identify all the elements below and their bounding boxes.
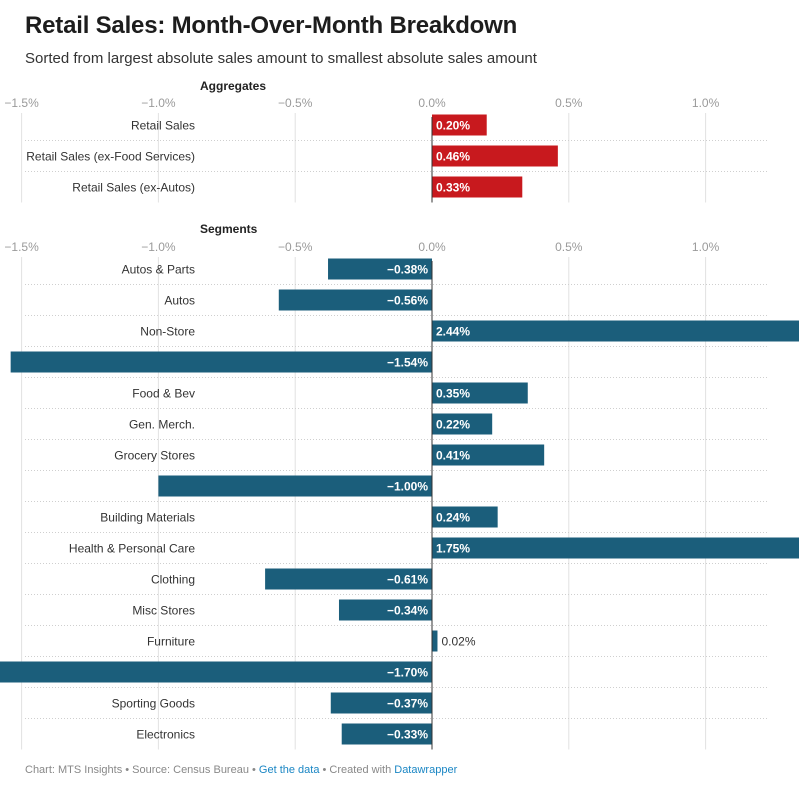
segment-bar [432, 444, 545, 466]
segment-value-label: 0.41% [436, 449, 470, 463]
segment-value-label: −0.33% [387, 728, 428, 742]
segment-value-label: −0.56% [387, 294, 428, 308]
aggregate-category-label: Retail Sales (ex-Autos) [72, 181, 195, 195]
segment-bar [338, 599, 432, 621]
segment-category-label: Grocery Stores [114, 449, 195, 463]
segment-value-label: −1.00% [387, 480, 428, 494]
aggregate-tick-label: 0.5% [555, 96, 583, 110]
aggregate-panel-title: Aggregates [200, 79, 266, 93]
segment-category-label: Sporting Goods [112, 697, 195, 711]
chart-footer: Chart: MTS Insights • Source: Census Bur… [25, 764, 457, 776]
segment-bar [341, 723, 432, 745]
segment-tick-label: −1.5% [4, 240, 39, 254]
segment-category-label: Furniture [147, 635, 195, 649]
aggregate-bar [432, 176, 523, 198]
segment-bar [330, 692, 432, 714]
aggregate-tick-label: 1.0% [692, 96, 720, 110]
segment-category-label: Non-Store [140, 325, 195, 339]
aggregate-tick-label: −1.0% [141, 96, 176, 110]
segment-bar [432, 506, 498, 528]
segment-bar [432, 320, 799, 342]
segment-category-label: Misc Stores [132, 604, 195, 618]
segment-bar [0, 661, 432, 683]
segment-tick-label: 1.0% [692, 240, 720, 254]
footer-separator: • Created with [319, 764, 395, 776]
segment-tick-label: −0.5% [278, 240, 313, 254]
segment-value-label: −0.37% [387, 697, 428, 711]
segment-value-label: 0.02% [441, 635, 475, 649]
segment-bar [328, 258, 432, 280]
segment-value-label: 0.24% [436, 511, 470, 525]
segment-bar [432, 630, 438, 652]
bar-chart: Aggregates−1.5%−1.0%−0.5%0.0%0.5%1.0%1.5… [0, 79, 799, 750]
segment-value-label: 2.44% [436, 325, 470, 339]
segment-category-label: Building Materials [100, 511, 195, 525]
segment-value-label: −0.38% [387, 263, 428, 277]
aggregate-value-label: 0.33% [436, 181, 470, 195]
aggregate-category-label: Retail Sales [131, 119, 195, 133]
segment-tick-label: −1.0% [141, 240, 176, 254]
segment-bar [432, 382, 528, 404]
segment-category-label: Autos & Parts [122, 263, 195, 277]
segment-bar [10, 351, 432, 373]
segment-tick-label: 0.5% [555, 240, 583, 254]
segment-value-label: −0.34% [387, 604, 428, 618]
footer-credit: Chart: MTS Insights • Source: Census Bur… [25, 764, 259, 776]
aggregate-value-label: 0.46% [436, 150, 470, 164]
segment-value-label: 0.22% [436, 418, 470, 432]
chart-subtitle: Sorted from largest absolute sales amoun… [25, 50, 537, 67]
aggregate-value-label: 0.20% [436, 119, 470, 133]
segment-value-label: 1.75% [436, 542, 470, 556]
segment-category-label: Electronics [136, 728, 195, 742]
segment-tick-label: 0.0% [418, 240, 446, 254]
datawrapper-link[interactable]: Datawrapper [394, 764, 458, 776]
segment-bar [278, 289, 432, 311]
segment-value-label: −1.54% [387, 356, 428, 370]
aggregate-tick-label: −0.5% [278, 96, 313, 110]
segment-category-label: Health & Personal Care [69, 542, 195, 556]
aggregate-tick-label: 0.0% [418, 96, 446, 110]
aggregate-category-label: Retail Sales (ex-Food Services) [26, 150, 195, 164]
segment-bar [265, 568, 432, 590]
aggregate-bar [432, 145, 558, 167]
segment-bar [158, 475, 432, 497]
segment-category-label: Clothing [151, 573, 195, 587]
segment-bar [432, 537, 799, 559]
chart-title: Retail Sales: Month-Over-Month Breakdown [25, 12, 518, 39]
segment-category-label: Gen. Merch. [129, 418, 195, 432]
segment-category-label: Autos [164, 294, 195, 308]
segment-panel-title: Segments [200, 222, 258, 236]
segment-bar [432, 413, 493, 435]
segment-category-label: Food & Bev [132, 387, 195, 401]
segment-value-label: 0.35% [436, 387, 470, 401]
aggregate-tick-label: −1.5% [4, 96, 39, 110]
aggregate-bar [432, 114, 487, 136]
segment-value-label: −0.61% [387, 573, 428, 587]
get-data-link[interactable]: Get the data [258, 764, 320, 776]
segment-value-label: −1.70% [387, 666, 428, 680]
